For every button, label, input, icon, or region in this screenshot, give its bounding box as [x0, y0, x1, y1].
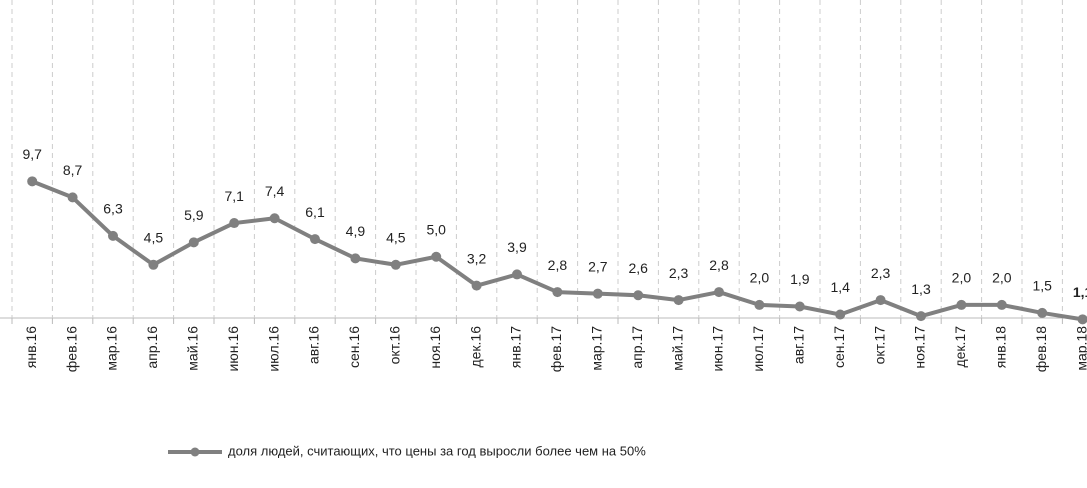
data-label: 9,7: [22, 146, 42, 162]
x-tick-label: авг.16: [306, 326, 322, 364]
data-label: 1,3: [911, 281, 931, 297]
data-label: 6,1: [305, 204, 325, 220]
legend: доля людей, считающих, что цены за год в…: [168, 443, 646, 458]
point: [27, 176, 38, 187]
point: [431, 251, 442, 262]
x-tick-label: янв.18: [993, 326, 1009, 368]
x-tick-label: янв.17: [508, 326, 524, 368]
data-label: 3,2: [467, 250, 487, 266]
point: [350, 253, 361, 264]
point: [512, 269, 522, 280]
point: [310, 234, 320, 245]
data-label: 2,0: [952, 270, 972, 286]
x-tick-label: мар.18: [1073, 326, 1087, 371]
x-tick-label: май.17: [669, 326, 685, 371]
x-tick-label: дек.16: [467, 326, 483, 368]
point: [592, 288, 603, 299]
point: [229, 218, 240, 229]
point: [916, 311, 926, 322]
x-tick-label: сен.17: [831, 326, 847, 368]
data-label: 1,9: [790, 271, 810, 287]
x-tick-label: авг.17: [791, 326, 807, 364]
x-tick-label: фев.17: [548, 326, 564, 372]
data-label: 2,3: [669, 265, 689, 281]
point: [956, 299, 967, 310]
point: [269, 213, 280, 224]
x-tick-label: фев.16: [63, 326, 79, 372]
x-tick-label: фев.18: [1033, 326, 1049, 372]
data-label: 1,1: [1073, 284, 1087, 300]
data-label: 1,4: [830, 279, 850, 295]
legend-marker: [190, 447, 200, 457]
data-label: 4,5: [386, 229, 406, 245]
x-tick-label: мар.17: [589, 326, 605, 371]
legend-label: доля людей, считающих, что цены за год в…: [228, 443, 646, 458]
line: [31, 179, 1083, 322]
data-label: 6,3: [103, 201, 123, 217]
x-tick-label: апр.17: [629, 326, 645, 369]
point: [148, 259, 159, 270]
x-tick-label: июн.16: [225, 326, 241, 372]
point: [108, 230, 118, 241]
point: [471, 280, 482, 291]
point: [996, 299, 1007, 310]
point: [875, 295, 886, 306]
point: [552, 287, 563, 298]
x-tick-label: окт.16: [387, 326, 403, 365]
point: [633, 290, 644, 301]
data-label: 2,0: [750, 270, 770, 286]
data-label: 1,5: [1032, 278, 1052, 294]
x-tick-label: дек.17: [952, 326, 968, 368]
x-tick-label: сен.16: [346, 326, 362, 368]
data-label: 8,7: [63, 162, 83, 178]
point: [67, 192, 78, 203]
data-label: 3,9: [507, 239, 527, 255]
data-label: 2,0: [992, 270, 1012, 286]
x-tick-label: апр.16: [144, 326, 160, 369]
data-label: 5,9: [184, 207, 204, 223]
data-label: 7,1: [224, 188, 244, 204]
point: [714, 287, 724, 298]
data-label: 2,6: [628, 260, 648, 276]
point: [835, 309, 846, 320]
x-tick-label: июл.17: [750, 326, 766, 372]
point: [390, 259, 401, 270]
data-label: 2,8: [709, 257, 729, 273]
point: [673, 295, 684, 306]
point: [794, 301, 805, 312]
point: [1077, 314, 1087, 325]
point: [754, 299, 765, 310]
x-tick-label: янв.16: [23, 326, 39, 368]
x-tick-label: июл.16: [265, 326, 281, 372]
data-label: 2,7: [588, 258, 608, 274]
x-tick-label: ноя.17: [912, 326, 928, 369]
data-label: 2,8: [548, 257, 568, 273]
data-label: 4,9: [346, 223, 366, 239]
point: [188, 237, 199, 248]
x-tick-label: мар.16: [104, 326, 120, 371]
x-tick-label: май.16: [185, 326, 201, 371]
data-label: 5,0: [426, 221, 446, 237]
data-label: 4,5: [144, 229, 164, 245]
data-label: 2,3: [871, 265, 891, 281]
x-tick-label: ноя.16: [427, 326, 443, 369]
point: [1037, 307, 1048, 318]
x-tick-label: окт.17: [871, 326, 887, 365]
x-tick-label: июн.17: [710, 326, 726, 372]
data-label: 7,4: [265, 183, 285, 199]
